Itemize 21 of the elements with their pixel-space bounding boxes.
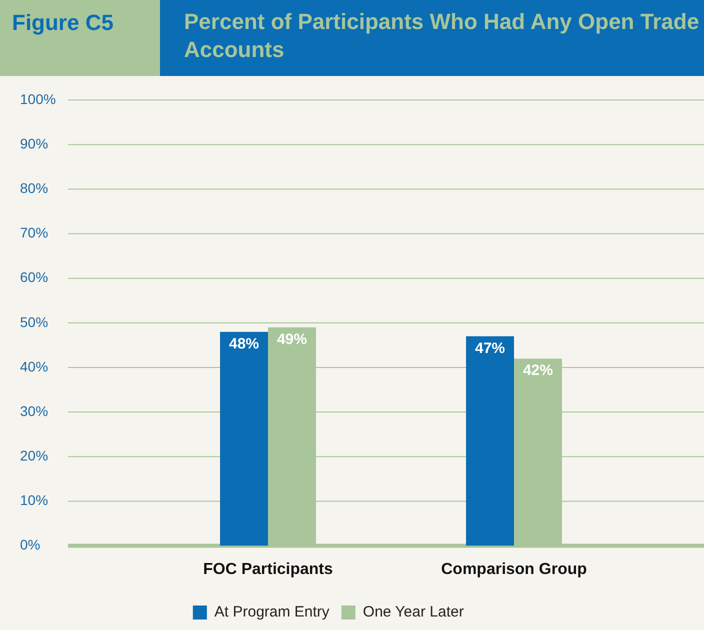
y-tick-label: 20% (20, 448, 48, 464)
y-tick-label: 0% (20, 536, 40, 553)
y-tick-label: 10% (20, 492, 48, 508)
data-label: 48% (229, 335, 260, 352)
legend-label: At Program Entry (214, 604, 330, 621)
x-tick-label: FOC Participants (203, 560, 333, 578)
y-tick-label: 100% (20, 90, 56, 107)
y-tick-label: 90% (20, 135, 48, 152)
legend-label: One Year Later (362, 604, 464, 621)
y-tick-label: 70% (20, 224, 48, 241)
data-label: 42% (522, 362, 553, 380)
x-tick-label: Comparison Group (441, 560, 588, 578)
caption: Figure C5 (0, 0, 160, 76)
data-label: 47% (475, 340, 506, 357)
chart-title: Percent of Participants Who Had Any Open Trade Accounts (160, 0, 704, 76)
y-tick-label: 30% (20, 402, 48, 419)
data-label: 49% (276, 331, 307, 348)
y-tick-label: 40% (20, 358, 48, 374)
y-tick-label: 50% (20, 314, 48, 330)
y-tick-label: 80% (20, 180, 48, 196)
y-tick-label: 60% (20, 269, 48, 286)
